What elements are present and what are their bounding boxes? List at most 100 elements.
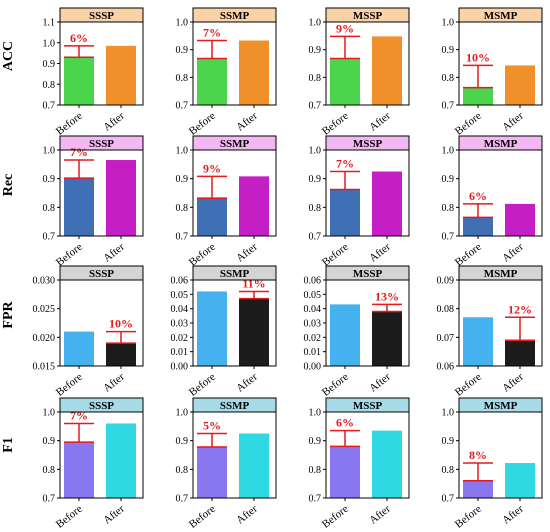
x-tick-label: Before xyxy=(453,110,484,138)
y-tick-label: 0.7 xyxy=(43,232,56,243)
plot-frame xyxy=(458,149,543,237)
y-tick-label: 0.7 xyxy=(309,232,322,243)
y-tick-label: 0.030 xyxy=(33,276,56,287)
x-tick-label: Before xyxy=(187,503,218,531)
y-tick-label: 0.8 xyxy=(43,80,56,91)
y-tick-label: 0.9 xyxy=(176,174,189,185)
plot-frame xyxy=(458,411,543,499)
improvement-label: 10% xyxy=(466,50,490,64)
x-tick-label: Before xyxy=(54,241,85,269)
x-tick-label: After xyxy=(101,503,127,527)
x-tick-label: After xyxy=(234,503,260,527)
y-tick-label: 0.01 xyxy=(304,347,322,358)
bar-before xyxy=(64,442,94,498)
y-tick-label: 0.7 xyxy=(176,494,189,505)
row-label: FPR xyxy=(1,301,16,329)
y-tick-label: 0.01 xyxy=(171,347,189,358)
x-tick-label: After xyxy=(367,371,393,395)
y-tick-label: 0.05 xyxy=(171,290,189,301)
bar-before xyxy=(330,304,360,366)
bar-after xyxy=(505,65,535,105)
y-tick-label: 0.02 xyxy=(304,333,322,344)
panel-f1-sssp: SSSP 0.7 0.8 0.9 1.0 7% Before After xyxy=(43,397,144,531)
panel-acc-ssmp: SSMP 0.7 0.8 0.9 1.0 7% Before After xyxy=(176,7,277,138)
x-tick-label: After xyxy=(234,241,260,265)
y-tick-label: 0.04 xyxy=(171,304,189,315)
y-tick-label: 1.0 xyxy=(309,408,322,419)
panel-title: SSMP xyxy=(220,138,250,150)
improvement-label: 7% xyxy=(70,408,88,422)
x-tick-label: Before xyxy=(320,503,351,531)
improvement-label: 11% xyxy=(242,276,265,290)
y-tick-label: 0.05 xyxy=(304,290,322,301)
x-tick-label: Before xyxy=(54,371,85,399)
bar-after xyxy=(239,40,269,105)
x-tick-label: After xyxy=(234,371,260,395)
bar-after xyxy=(372,311,402,366)
x-tick-label: Before xyxy=(54,503,85,531)
y-tick-label: 0.7 xyxy=(442,232,455,243)
improvement-label: 6% xyxy=(469,189,487,203)
y-tick-label: 0.9 xyxy=(442,174,455,185)
bar-after xyxy=(372,171,402,236)
y-tick-label: 1.0 xyxy=(442,146,455,157)
y-tick-label: 0.9 xyxy=(176,436,189,447)
panel-acc-sssp: SSSP 0.7 0.8 0.9 1.0 1.1 6% Before After xyxy=(43,7,144,138)
x-tick-label: Before xyxy=(187,241,218,269)
panel-rec-msmp: MSMP 0.7 0.8 0.9 1.0 6% Before After xyxy=(442,135,543,269)
x-tick-label: After xyxy=(367,241,393,265)
x-tick-label: Before xyxy=(453,503,484,531)
bar-before xyxy=(197,446,227,498)
y-tick-label: 0.7 xyxy=(43,494,56,505)
panel-rec-ssmp: SSMP 0.7 0.8 0.9 1.0 9% Before After xyxy=(176,135,277,269)
bar-before xyxy=(64,57,94,105)
row-label: F1 xyxy=(1,437,16,453)
panel-title: SSMP xyxy=(220,268,250,280)
bar-before xyxy=(463,480,493,498)
panel-acc-mssp: MSSP 0.7 0.8 0.9 1.0 9% Before After xyxy=(309,7,410,138)
y-tick-label: 1.0 xyxy=(309,146,322,157)
x-tick-label: After xyxy=(367,110,393,134)
y-tick-label: 0.8 xyxy=(43,203,56,214)
x-tick-label: Before xyxy=(54,110,85,138)
y-tick-label: 0.06 xyxy=(304,276,322,287)
x-tick-label: Before xyxy=(187,110,218,138)
y-tick-label: 0.00 xyxy=(171,362,189,373)
x-tick-label: Before xyxy=(187,371,218,399)
y-tick-label: 0.04 xyxy=(304,304,322,315)
y-tick-label: 0.7 xyxy=(43,101,56,112)
panel-title: SSMP xyxy=(220,400,250,412)
panel-fpr-msmp: MSMP 0.06 0.07 0.08 0.09 12% Before After xyxy=(437,265,543,399)
plot-frame xyxy=(325,411,410,499)
panel-f1-msmp: MSMP 0.7 0.8 0.9 1.0 8% Before After xyxy=(442,397,543,531)
y-tick-label: 0.8 xyxy=(176,73,189,84)
x-tick-label: After xyxy=(500,503,526,527)
panel-title: SSSP xyxy=(89,10,114,22)
y-tick-label: 0.7 xyxy=(442,101,455,112)
plot-frame xyxy=(458,21,543,106)
bar-after xyxy=(106,423,136,498)
y-tick-label: 0.8 xyxy=(442,203,455,214)
bar-before xyxy=(197,58,227,105)
panel-title: MSSP xyxy=(353,10,383,22)
plot-frame xyxy=(325,149,410,237)
bar-after xyxy=(239,298,269,366)
x-tick-label: Before xyxy=(453,241,484,269)
x-tick-label: Before xyxy=(320,241,351,269)
bar-before xyxy=(197,198,227,236)
bar-before xyxy=(197,291,227,366)
y-tick-label: 0.03 xyxy=(304,319,322,330)
panel-rec-sssp: SSSP 0.7 0.8 0.9 1.0 7% Before After xyxy=(43,135,144,269)
y-tick-label: 0.9 xyxy=(442,45,455,56)
improvement-label: 7% xyxy=(70,145,88,159)
row-label: ACC xyxy=(1,41,16,71)
y-tick-label: 1.0 xyxy=(43,38,56,49)
y-tick-label: 1.0 xyxy=(309,18,322,29)
plot-frame xyxy=(458,279,543,367)
panel-title: MSSP xyxy=(353,138,383,150)
row-label: Rec xyxy=(1,174,16,197)
y-tick-label: 1.0 xyxy=(442,18,455,29)
y-tick-label: 0.9 xyxy=(43,174,56,185)
y-tick-label: 1.0 xyxy=(43,146,56,157)
